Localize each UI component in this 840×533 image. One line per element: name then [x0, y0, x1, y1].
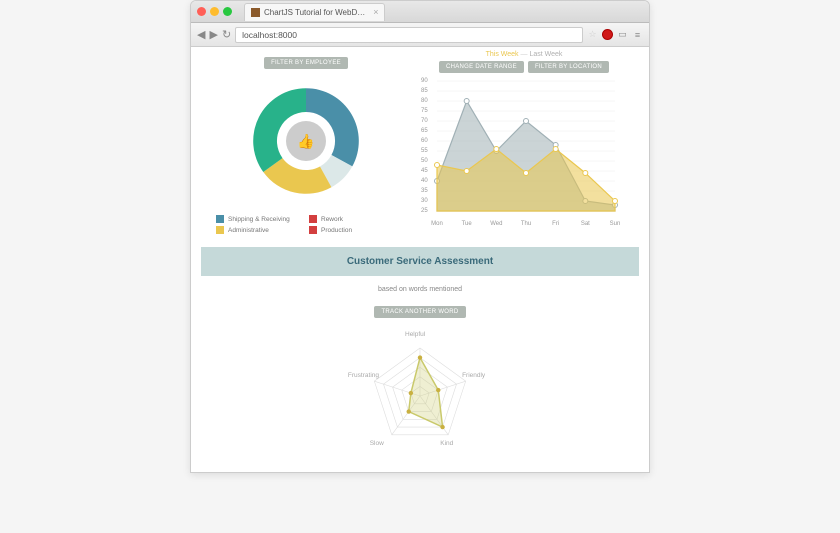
bookmark-star-icon[interactable]: ☆ [587, 29, 598, 40]
compare-label: This Week — Last Week [419, 51, 629, 58]
maximize-window-icon[interactable] [223, 7, 232, 16]
minimize-window-icon[interactable] [210, 7, 219, 16]
legend-item: Production [309, 226, 396, 234]
x-tick-label: Fri [552, 221, 559, 227]
csa-subtitle: based on words mentioned [201, 286, 639, 293]
forward-button[interactable]: ▶ [209, 28, 217, 41]
x-tick-label: Tue [462, 221, 472, 227]
radar-axis-label: Slow [370, 440, 384, 447]
radar-axis-label: Frustrating [348, 372, 379, 379]
x-tick-label: Sun [610, 221, 621, 227]
radar-chart: Helpful Friendly Kind Slow Frustrating [310, 324, 530, 464]
legend-item: Shipping & Receiving [216, 215, 303, 223]
opera-icon[interactable] [602, 29, 613, 40]
radar-axis-label: Friendly [462, 372, 485, 379]
y-tick-label: 85 [421, 88, 428, 94]
last-week-label: Last Week [529, 51, 562, 58]
tab-bar: ChartJS Tutorial for WebD… × [191, 1, 649, 23]
line-chart: 90 85 80 75 70 65 60 55 50 45 40 35 30 25 Mon Tue Wed Thu… [419, 77, 619, 225]
line-panel: This Week — Last Week CHANGE DATE RANGE … [419, 51, 629, 234]
browser-toolbar: ◀ ▶ ↻ localhost:8000 ☆ ▭ ≡ [191, 23, 649, 47]
y-tick-label: 25 [421, 208, 428, 214]
y-tick-label: 40 [421, 178, 428, 184]
browser-tab[interactable]: ChartJS Tutorial for WebD… × [244, 3, 385, 21]
radar-axis-label: Kind [440, 440, 453, 447]
page-content: FILTER BY EMPLOYEE 👍 Shipping & Receivin… [191, 47, 649, 472]
close-tab-icon[interactable]: × [373, 7, 378, 17]
legend-item: Rework [309, 215, 396, 223]
y-tick-label: 65 [421, 128, 428, 134]
y-tick-label: 30 [421, 198, 428, 204]
x-tick-label: Mon [431, 221, 443, 227]
menu-icon[interactable]: ≡ [632, 29, 643, 40]
y-tick-label: 45 [421, 168, 428, 174]
x-tick-label: Wed [490, 221, 502, 227]
donut-panel: FILTER BY EMPLOYEE 👍 Shipping & Receivin… [201, 51, 411, 234]
y-tick-label: 50 [421, 158, 428, 164]
panel-icon[interactable]: ▭ [617, 29, 628, 40]
y-tick-label: 90 [421, 78, 428, 84]
filter-employee-button[interactable]: FILTER BY EMPLOYEE [264, 57, 348, 69]
y-tick-label: 55 [421, 148, 428, 154]
y-tick-label: 70 [421, 118, 428, 124]
close-window-icon[interactable] [197, 7, 206, 16]
donut-legend: Shipping & Receiving Rework Administrative… [216, 215, 396, 234]
track-word-button[interactable]: TRACK ANOTHER WORD [374, 306, 465, 318]
browser-window: ChartJS Tutorial for WebD… × ◀ ▶ ↻ local… [190, 0, 650, 473]
tab-favicon [251, 8, 260, 17]
window-controls[interactable] [197, 7, 232, 16]
url-text: localhost:8000 [242, 30, 297, 40]
y-tick-label: 75 [421, 108, 428, 114]
this-week-label: This Week [486, 51, 519, 58]
x-tick-label: Sat [581, 221, 590, 227]
legend-item: Administrative [216, 226, 303, 234]
address-bar[interactable]: localhost:8000 [235, 27, 583, 43]
y-tick-label: 80 [421, 98, 428, 104]
donut-chart: 👍 [240, 75, 372, 207]
tab-title: ChartJS Tutorial for WebD… [264, 8, 365, 17]
y-tick-label: 60 [421, 138, 428, 144]
thumbs-up-icon: 👍 [286, 121, 326, 161]
csa-header: Customer Service Assessment [201, 247, 639, 276]
filter-location-button[interactable]: FILTER BY LOCATION [528, 61, 609, 73]
back-button[interactable]: ◀ [197, 28, 205, 41]
change-date-button[interactable]: CHANGE DATE RANGE [439, 61, 524, 73]
reload-button[interactable]: ↻ [222, 28, 231, 41]
x-tick-label: Thu [521, 221, 531, 227]
y-tick-label: 35 [421, 188, 428, 194]
radar-axis-label: Helpful [405, 331, 425, 338]
